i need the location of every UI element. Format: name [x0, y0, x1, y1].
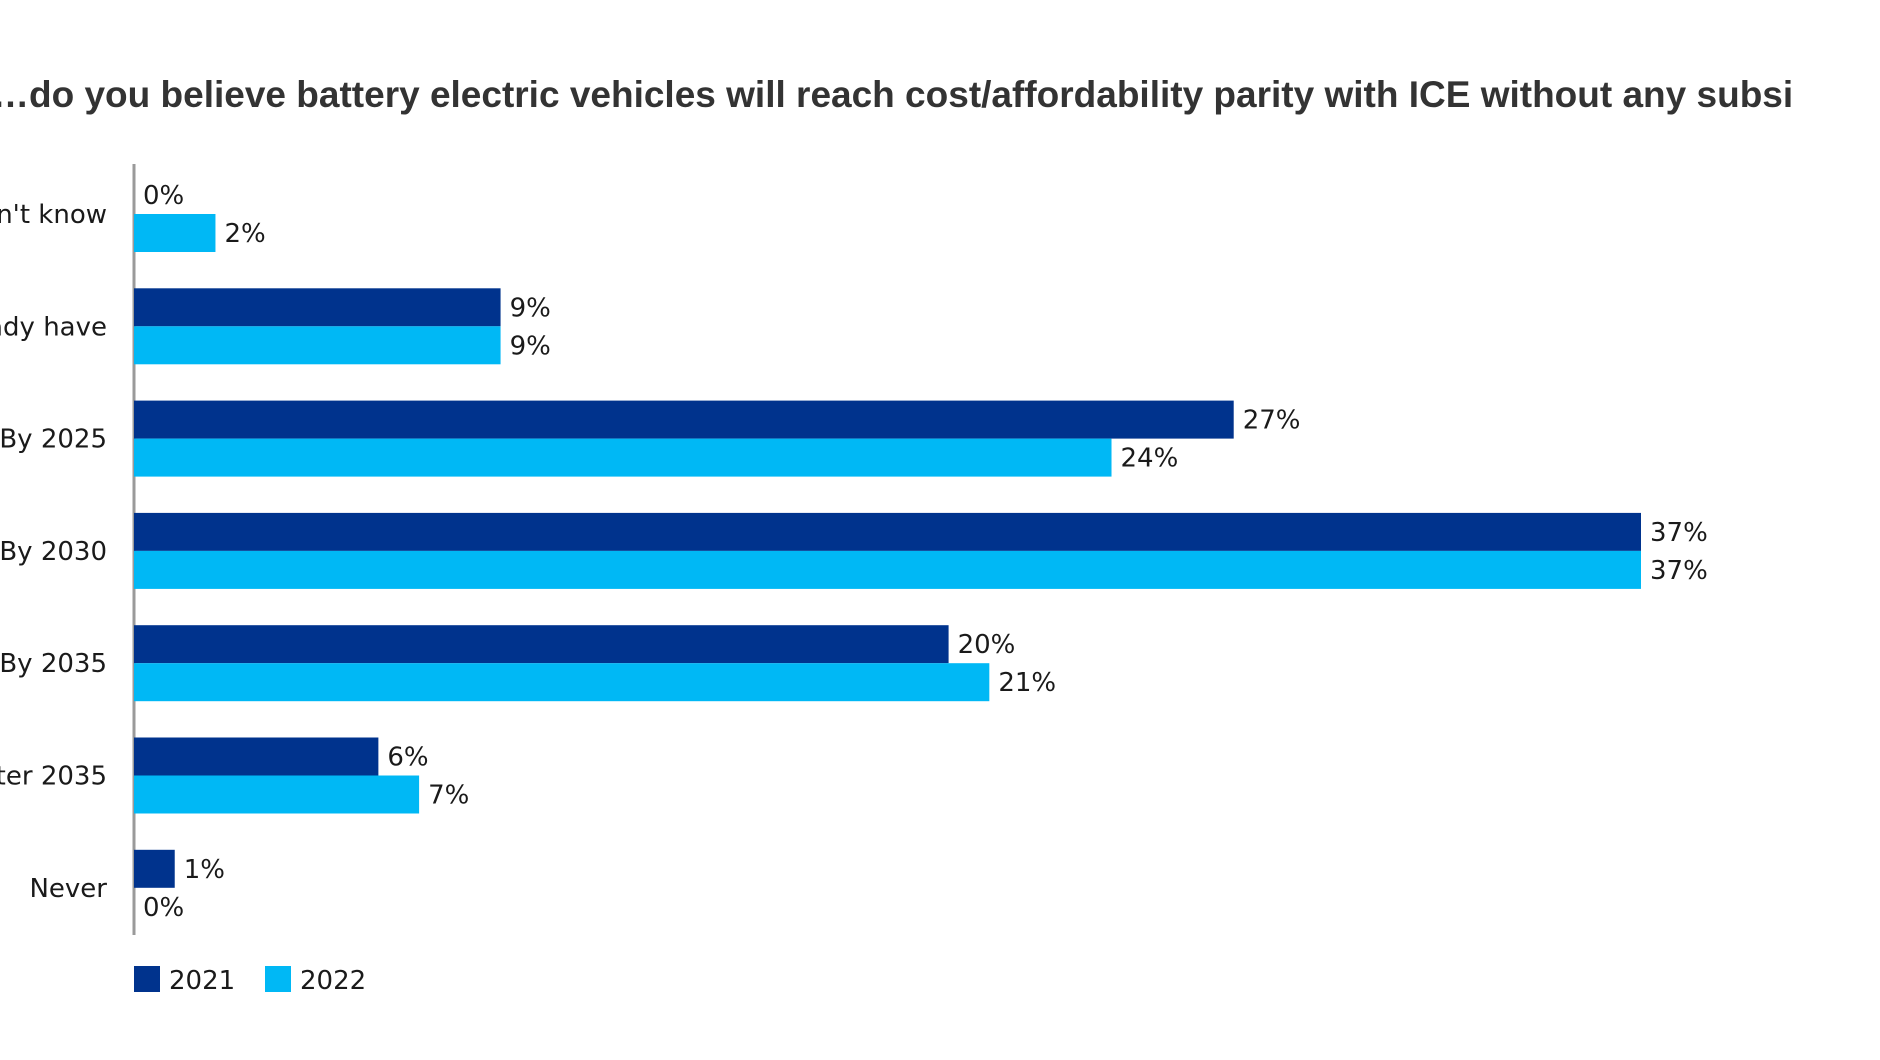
value-label-2022-by-2030: 37%	[1650, 556, 1708, 586]
value-label-2021-ady-have: 9%	[510, 293, 551, 323]
bar-2022-n-t-know	[134, 214, 216, 252]
category-label-by-2025: By 2025	[0, 425, 107, 455]
bar-2021-by-2030	[134, 512, 1641, 551]
category-label-n-t-know: n't know	[0, 200, 107, 230]
bar-2022-by-2030	[134, 550, 1641, 589]
bar-2022-ady-have	[134, 326, 501, 365]
bar-2022-by-2035	[134, 663, 990, 702]
legend-label-2022: 2022	[300, 966, 366, 996]
category-label-by-2035: By 2035	[0, 649, 107, 679]
category-label-never: Never	[29, 874, 107, 904]
value-label-2021-never: 1%	[184, 855, 225, 885]
bar-2021-ady-have	[134, 288, 501, 327]
value-label-2022-n-t-know: 2%	[224, 219, 265, 249]
chart-title: …do you believe battery electric vehicle…	[0, 74, 1793, 115]
value-label-2021-n-t-know: 0%	[143, 181, 184, 211]
value-label-2022-fter-2035: 7%	[428, 781, 469, 811]
category-label-by-2030: By 2030	[0, 537, 107, 567]
value-label-2022-by-2035: 21%	[998, 668, 1056, 698]
bars	[134, 214, 1641, 888]
legend-label-2021: 2021	[169, 966, 235, 996]
value-label-2022-never: 0%	[143, 893, 184, 923]
value-label-2021-fter-2035: 6%	[387, 743, 428, 773]
category-label-fter-2035: fter 2035	[0, 762, 107, 792]
bar-2021-never	[134, 849, 175, 888]
category-label-ady-have: ady have	[0, 312, 107, 342]
value-label-2022-ady-have: 9%	[510, 331, 551, 361]
bar-2021-fter-2035	[134, 737, 379, 776]
bar-2021-by-2035	[134, 625, 949, 664]
category-labels: n't know ady have By 2025 By 2030 By 2035 fte…	[0, 200, 107, 904]
legend-swatch-2021	[134, 966, 160, 992]
value-label-2021-by-2030: 37%	[1650, 518, 1708, 548]
bar-2021-by-2025	[134, 400, 1234, 439]
value-label-2022-by-2025: 24%	[1121, 444, 1179, 474]
value-labels: 0%2%9%9%27%24%37%37%20%21%6%7%1%0%	[143, 181, 1708, 923]
bar-2022-by-2025	[134, 438, 1112, 477]
value-label-2021-by-2025: 27%	[1243, 406, 1301, 436]
value-label-2021-by-2035: 20%	[958, 630, 1016, 660]
bar-2022-fter-2035	[134, 775, 420, 814]
legend-swatch-2022	[265, 966, 291, 992]
legend: 2021 2022	[134, 966, 366, 996]
